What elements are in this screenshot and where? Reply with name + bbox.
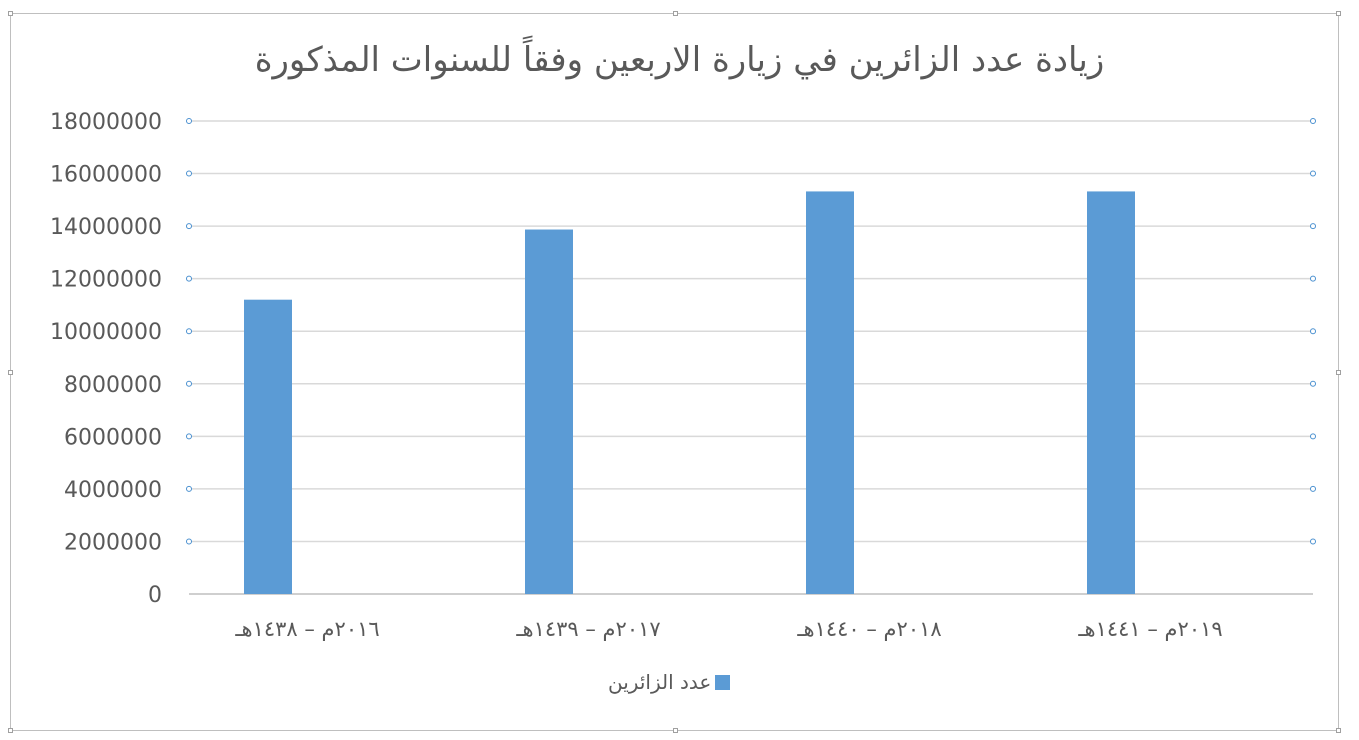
y-tick-label: 6000000 (64, 425, 162, 450)
y-tick-label: 0 (148, 583, 162, 608)
resize-handle-right[interactable] (1336, 370, 1341, 375)
resize-handle-top-right[interactable] (1336, 11, 1341, 16)
gridline-marker-left (186, 380, 192, 387)
bar[interactable] (244, 299, 292, 594)
gridline-marker-left (186, 485, 192, 492)
x-tick-label: ٢٠١٦م – ١٤٣٨هـ (234, 617, 379, 641)
gridline-marker-right (1310, 380, 1316, 387)
gridline-marker-right (1310, 275, 1316, 282)
resize-handle-bottom-right[interactable] (1336, 728, 1341, 733)
gridline-marker-right (1310, 170, 1316, 177)
y-tick-label: 8000000 (64, 373, 162, 398)
resize-handle-bottom[interactable] (673, 728, 678, 733)
y-tick-label: 12000000 (50, 268, 162, 293)
y-tick-label: 10000000 (50, 320, 162, 345)
y-tick-label: 14000000 (50, 215, 162, 240)
gridline-marker-left (186, 118, 192, 124)
gridline-marker-right (1310, 538, 1316, 545)
gridline-marker-left (186, 433, 192, 440)
bar[interactable] (1087, 191, 1135, 594)
gridline-marker-left (186, 538, 192, 545)
bar[interactable] (806, 191, 854, 594)
legend-swatch (715, 674, 731, 690)
gridline-marker-right (1310, 328, 1316, 335)
x-tick-label: ٢٠١٧م – ١٤٣٩هـ (515, 617, 660, 641)
gridline-marker-left (186, 328, 192, 335)
chart-legend[interactable]: عدد الزائرين (608, 668, 731, 696)
resize-handle-top-left[interactable] (8, 11, 13, 16)
x-tick-label: ٢٠١٨م – ١٤٤٠هـ (796, 617, 941, 641)
gridline-marker-left (186, 223, 192, 230)
resize-handle-bottom-left[interactable] (8, 728, 13, 733)
x-tick-label: ٢٠١٩م – ١٤٤١هـ (1077, 617, 1222, 641)
y-tick-label: 4000000 (64, 478, 162, 503)
y-tick-label: 16000000 (50, 163, 162, 188)
legend-label: عدد الزائرين (608, 670, 712, 694)
resize-handle-left[interactable] (8, 370, 13, 375)
gridline-marker-right (1310, 485, 1316, 492)
gridline-marker-right (1310, 223, 1316, 230)
gridline-marker-left (186, 275, 192, 282)
resize-handle-top[interactable] (673, 11, 678, 16)
gridline-marker-right (1310, 118, 1316, 124)
chart-frame[interactable] (8, 11, 1341, 733)
chart-title: زيادة عدد الزائرين في زيارة الاربعين وفق… (254, 40, 1105, 80)
y-tick-label: 18000000 (50, 110, 162, 135)
bar[interactable] (525, 229, 573, 594)
y-tick-label: 2000000 (64, 530, 162, 555)
gridline-marker-right (1310, 433, 1316, 440)
gridline-marker-left (186, 170, 192, 177)
